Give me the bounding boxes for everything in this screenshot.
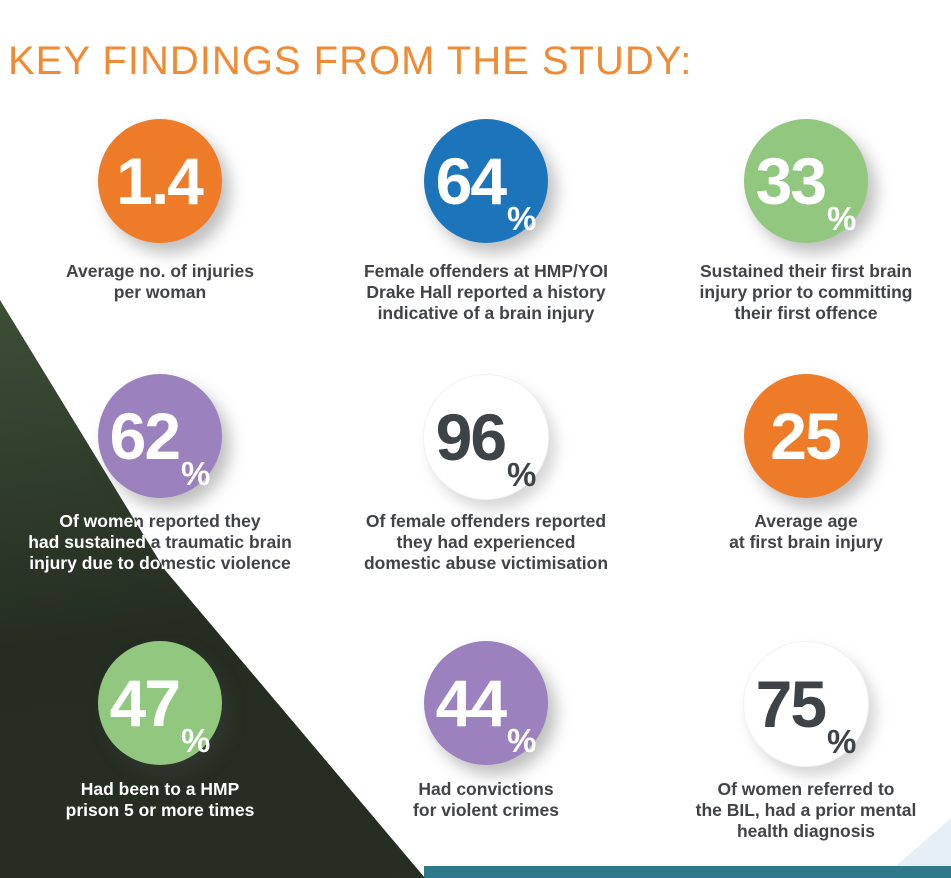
stat-value: 44 xyxy=(435,666,507,740)
stat-card-prior-mental-health: 75% Of women referred to the BIL, had a … xyxy=(646,641,951,878)
stat-caption: Had convictions for violent crimes xyxy=(413,779,559,820)
stat-caption: Female offenders at HMP/YOI Drake Hall r… xyxy=(363,261,609,323)
stat-caption: Of female offenders reported they had ex… xyxy=(363,511,609,573)
stat-percent-sign: % xyxy=(507,200,537,237)
stat-value: 96 xyxy=(435,400,507,474)
stat-card-tbi-domestic-violence: 62% Of women reported they had sustained… xyxy=(0,374,320,612)
stat-circle: 33% xyxy=(744,119,868,243)
page-title: KEY FINDINGS FROM THE STUDY: xyxy=(8,38,693,83)
stat-caption-knockout: Of women reported they had sustained a t… xyxy=(28,511,292,573)
teal-bar-decoration xyxy=(424,866,951,878)
stat-caption: Sustained their first brain injury prior… xyxy=(699,261,913,323)
stat-card-prison-five-times: 47% Had been to a HMP prison 5 or more t… xyxy=(0,641,320,878)
stat-card-injury-before-offence: 33% Sustained their first brain injury p… xyxy=(646,119,951,357)
stat-card-average-age-first-injury: 25 Average age at first brain injury xyxy=(646,374,951,612)
stat-circle: 25 xyxy=(744,374,868,498)
stat-value: 33 xyxy=(755,144,827,218)
stat-percent-sign: % xyxy=(507,456,537,493)
stat-value: 47 xyxy=(109,666,181,740)
stat-value: 1.4 xyxy=(116,144,204,218)
stat-card-domestic-abuse-victimisation: 96% Of female offenders reported they ha… xyxy=(326,374,646,612)
stat-percent-sign: % xyxy=(827,200,857,237)
stat-caption: Average no. of injuries per woman xyxy=(65,261,254,302)
stat-value: 25 xyxy=(770,399,841,473)
stat-circle: 96% xyxy=(423,374,549,500)
stat-caption: Had been to a HMP prison 5 or more times xyxy=(65,779,255,820)
stat-percent-sign: % xyxy=(181,722,211,759)
stat-value: 62 xyxy=(109,399,181,473)
stat-circle: 1.4 xyxy=(98,119,222,243)
stat-card-violent-convictions: 44% Had convictions for violent crimes xyxy=(326,641,646,878)
stat-circle: 62% xyxy=(98,374,222,498)
stat-card-injuries-per-woman: 1.4 Average no. of injuries per woman xyxy=(0,119,320,357)
stat-circle: 44% xyxy=(424,641,548,765)
stat-percent-sign: % xyxy=(827,723,857,760)
stat-caption: Average age at first brain injury xyxy=(729,511,883,552)
stat-circle: 64% xyxy=(424,119,548,243)
stat-caption: Of women referred to the BIL, had a prio… xyxy=(695,779,917,841)
stat-circle: 75% xyxy=(743,641,869,767)
stat-circle: 47% xyxy=(98,641,222,765)
stat-caption: Of women reported they had sustained a t… xyxy=(28,511,292,573)
stat-value: 64 xyxy=(435,144,507,218)
stat-card-drake-hall-history: 64% Female offenders at HMP/YOI Drake Ha… xyxy=(326,119,646,357)
stat-value: 75 xyxy=(755,667,827,741)
stat-percent-sign: % xyxy=(507,722,537,759)
stat-percent-sign: % xyxy=(181,455,211,492)
